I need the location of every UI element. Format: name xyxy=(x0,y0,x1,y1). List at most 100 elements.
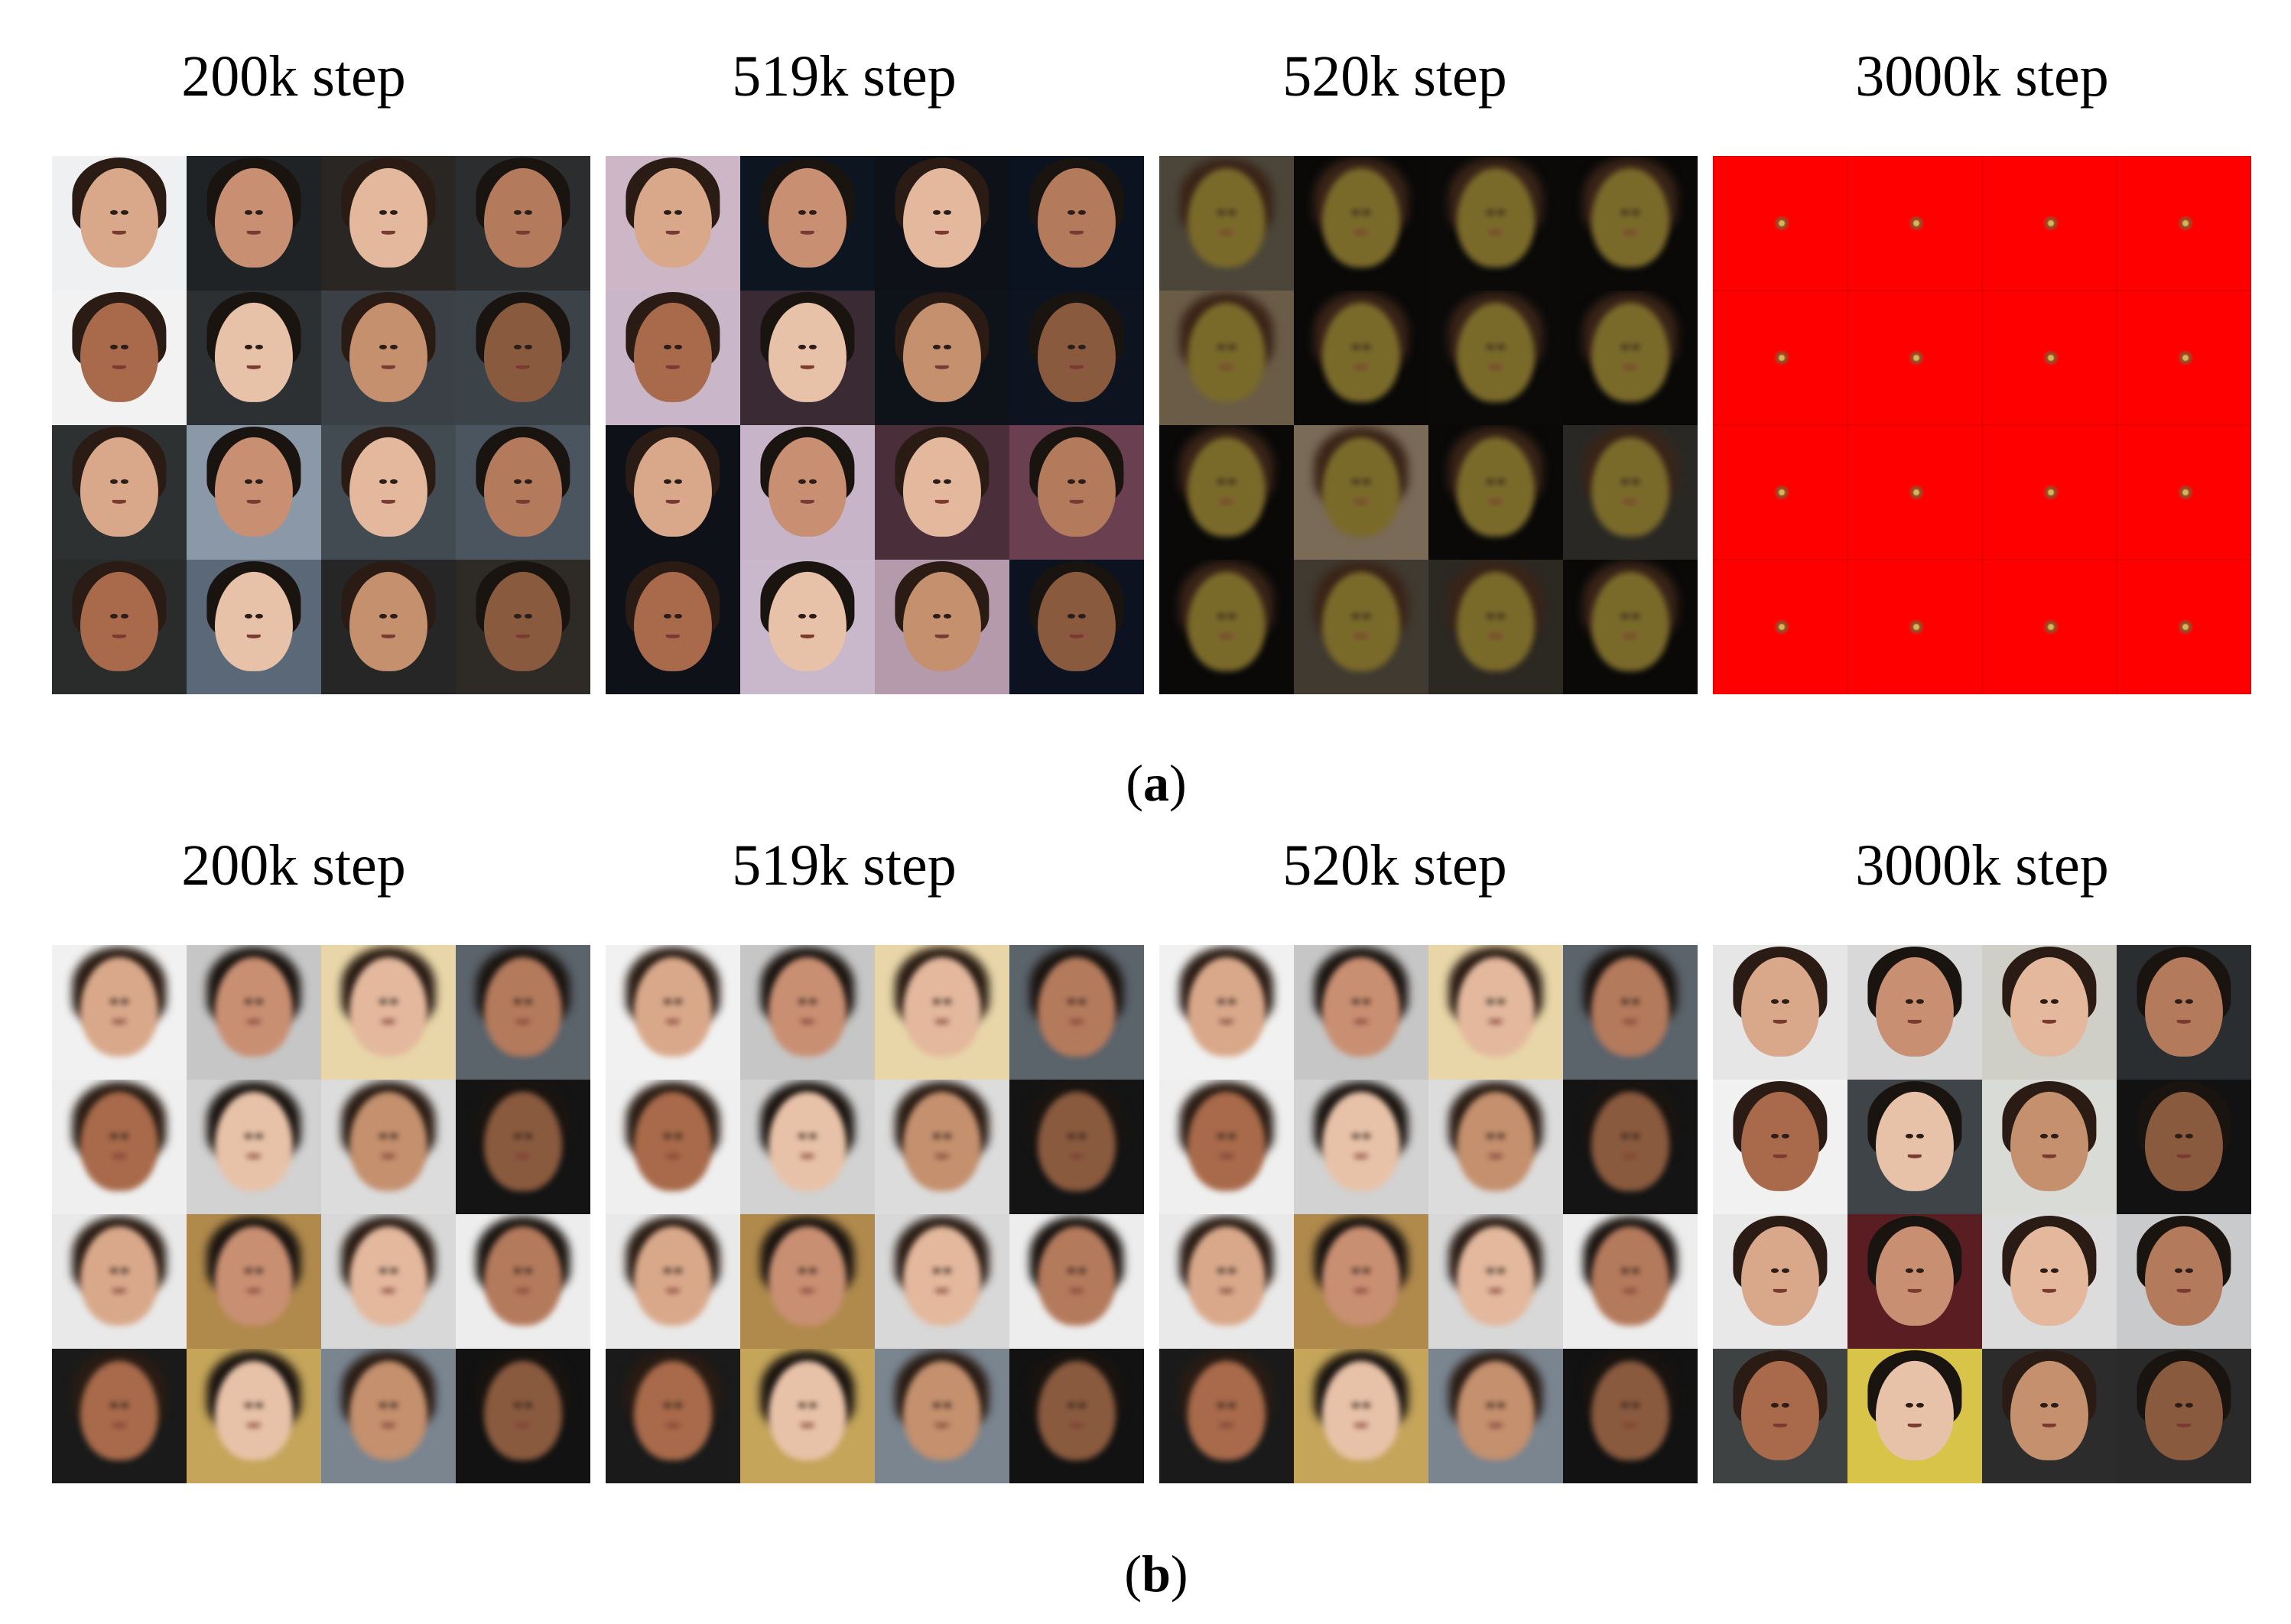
eye xyxy=(513,1402,522,1408)
mouth xyxy=(2176,1288,2192,1294)
eye xyxy=(2185,1268,2194,1274)
face-tile xyxy=(187,560,321,694)
eye xyxy=(1770,1402,1779,1408)
mouth xyxy=(246,1423,262,1428)
eye xyxy=(1351,1133,1360,1139)
face-tile xyxy=(875,560,1009,694)
eye xyxy=(121,1133,129,1139)
eye xyxy=(932,209,941,216)
face xyxy=(2010,1226,2089,1327)
face-tile xyxy=(456,425,590,560)
eye xyxy=(1632,1402,1640,1408)
eye xyxy=(121,479,129,485)
face xyxy=(1875,1091,1955,1192)
face xyxy=(214,571,294,672)
eye xyxy=(1078,479,1087,485)
face-tile xyxy=(1982,1349,2117,1483)
eye xyxy=(798,344,806,350)
face-tile xyxy=(740,156,875,291)
mouth xyxy=(515,1423,531,1428)
face xyxy=(349,957,428,1057)
mouth xyxy=(665,499,681,505)
face-tile xyxy=(187,1214,321,1349)
eye xyxy=(932,1133,941,1139)
face xyxy=(902,167,982,268)
face xyxy=(768,1091,847,1192)
face-tile xyxy=(1563,560,1698,694)
mouth xyxy=(246,1288,262,1294)
face xyxy=(633,1360,713,1461)
face xyxy=(1187,1360,1266,1461)
panel-a-grid-520k xyxy=(1159,156,1698,694)
eye xyxy=(1217,1133,1225,1139)
face-tile xyxy=(52,291,187,425)
face-tile xyxy=(1009,560,1144,694)
face xyxy=(483,1360,563,1461)
eye xyxy=(525,999,533,1005)
face xyxy=(80,302,159,403)
face xyxy=(349,1091,428,1192)
face xyxy=(1187,957,1266,1057)
eye xyxy=(1916,1133,1925,1139)
artifact-speck xyxy=(2041,619,2060,635)
face-tile xyxy=(1294,1349,1428,1483)
face-tile xyxy=(1009,291,1144,425)
face-tile xyxy=(1563,1080,1698,1214)
mouth xyxy=(1069,499,1084,505)
eye xyxy=(1217,1268,1225,1274)
face xyxy=(1037,571,1116,672)
face-tile xyxy=(2117,291,2251,425)
eye xyxy=(1497,1133,1506,1139)
eye xyxy=(1905,1133,1913,1139)
mouth xyxy=(1353,230,1369,235)
mouth xyxy=(1623,1154,1638,1159)
eye xyxy=(1067,999,1075,1005)
face-tile xyxy=(321,1214,456,1349)
face-tile xyxy=(1713,1080,1847,1214)
eye xyxy=(674,1268,683,1274)
mouth xyxy=(112,1288,127,1294)
eye xyxy=(798,1402,806,1408)
eye xyxy=(674,613,683,619)
face-tile xyxy=(740,560,875,694)
face-tile xyxy=(1294,560,1428,694)
eye xyxy=(109,999,118,1005)
eye xyxy=(674,999,683,1005)
face xyxy=(1591,437,1670,538)
mouth xyxy=(934,365,950,370)
mouth xyxy=(800,1288,815,1294)
eye xyxy=(513,479,522,485)
eye xyxy=(1067,1133,1075,1139)
face xyxy=(1037,437,1116,538)
face xyxy=(483,437,563,538)
eye xyxy=(2185,1402,2194,1408)
face xyxy=(214,167,294,268)
panel-a-title-4: 3000k step xyxy=(1855,44,2109,109)
eye xyxy=(1067,1268,1075,1274)
mouth xyxy=(1623,499,1638,505)
face-tile xyxy=(321,1349,456,1483)
eye xyxy=(944,344,952,350)
eye xyxy=(2039,1133,2048,1139)
face-tile xyxy=(1428,560,1563,694)
face xyxy=(902,302,982,403)
artifact-speck xyxy=(1906,215,1925,232)
face-tile xyxy=(1159,156,1294,291)
face xyxy=(80,1226,159,1327)
eye xyxy=(2051,1133,2059,1139)
face xyxy=(1591,1360,1670,1461)
face xyxy=(768,167,847,268)
face-tile xyxy=(875,1214,1009,1349)
mouth xyxy=(934,499,950,505)
mouth xyxy=(2042,1154,2057,1159)
face xyxy=(483,1091,563,1192)
mouth xyxy=(246,499,262,505)
mouth xyxy=(2176,1154,2192,1159)
eye xyxy=(1363,1268,1371,1274)
eye xyxy=(1620,344,1629,350)
eye xyxy=(244,1268,252,1274)
eye xyxy=(255,1268,264,1274)
mouth xyxy=(381,230,396,235)
face-tile xyxy=(1847,291,1982,425)
mouth xyxy=(112,1019,127,1025)
